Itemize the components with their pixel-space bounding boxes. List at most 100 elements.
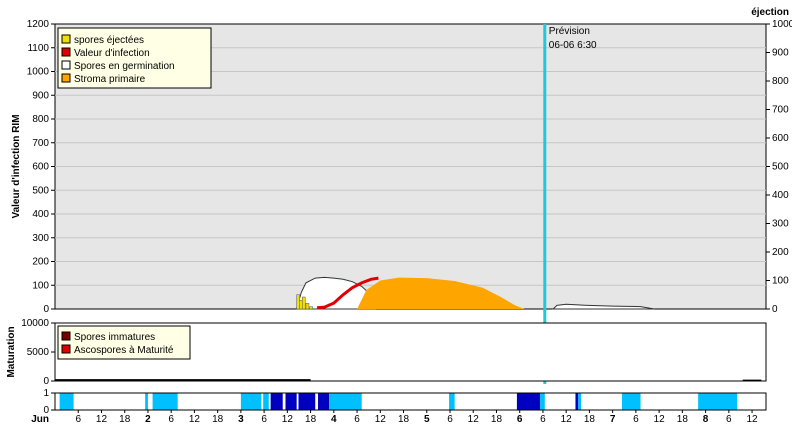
wetness-segment: [270, 393, 283, 410]
wetness-segment: [698, 393, 738, 410]
y-tick-label: 500: [32, 185, 49, 196]
x-tick-label: 18: [212, 414, 224, 424]
x-tick-label: 18: [119, 414, 131, 424]
y-right-tick-label: 900: [772, 48, 789, 59]
legend-swatch: [61, 47, 71, 57]
y-axis-label: Valeur d'infection RIM: [11, 114, 22, 218]
x-tick-label: 12: [375, 414, 387, 424]
legend-label: Valeur d'infection: [74, 48, 150, 59]
wetness-segment: [263, 393, 269, 410]
wetness-segment: [298, 393, 316, 410]
spore-ejection-bar: [301, 296, 306, 310]
y-right-tick-label: 600: [772, 133, 789, 144]
y-tick-label: 700: [32, 138, 49, 149]
x-tick-label: 18: [491, 414, 503, 424]
wetness-segment: [318, 393, 330, 410]
y-tick-label: 600: [32, 162, 49, 173]
x-tick-label: 12: [468, 414, 480, 424]
legend-label: Ascospores à Maturité: [74, 345, 174, 356]
maturation-y-tick-label: 5000: [27, 347, 50, 358]
wetness-segment: [285, 393, 297, 410]
legend-swatch: [61, 331, 71, 341]
wetness-segment: [152, 393, 178, 410]
y-right-tick-label: 200: [772, 247, 789, 258]
maturation-y-tick-label: 0: [43, 376, 49, 387]
bar-y-tick-label: 0: [43, 405, 49, 416]
x-tick-label: 12: [561, 414, 573, 424]
x-tick-label: 6: [517, 414, 523, 424]
series-spores-en-germination-2: [551, 303, 655, 310]
y-right-tick-label: 1000: [772, 19, 792, 30]
maturation-axis-label: Maturation: [6, 326, 17, 377]
x-tick-label: 6: [726, 414, 732, 424]
y-tick-label: 1000: [27, 67, 50, 78]
forecast-label: Prévision: [549, 26, 590, 37]
x-tick-label: 3: [238, 414, 244, 424]
y-right-axis-label: éjection: [751, 7, 789, 18]
y-tick-label: 300: [32, 233, 49, 244]
legend-label: Stroma primaire: [74, 74, 146, 85]
maturation-y-tick-label: 10000: [21, 318, 49, 329]
x-tick-label: 18: [398, 414, 410, 424]
main-legend: [57, 27, 212, 89]
y-right-tick-label: 700: [772, 105, 789, 116]
wetness-segment: [329, 393, 362, 410]
series-stroma-primaire: [357, 277, 525, 309]
y-right-tick-label: 500: [772, 162, 789, 173]
series-valeur-d-infection: [316, 276, 379, 310]
y-tick-label: 900: [32, 90, 49, 101]
legend-swatch: [61, 34, 71, 44]
y-tick-label: 1200: [27, 19, 50, 30]
x-tick-label: 6: [633, 414, 639, 424]
x-tick-label: 6: [540, 414, 546, 424]
x-tick-label: 6: [261, 414, 267, 424]
wetness-segment: [59, 393, 74, 410]
wetness-segment: [578, 393, 582, 410]
x-tick-label: 6: [354, 414, 360, 424]
x-tick-label: 12: [746, 414, 758, 424]
wetness-segment: [575, 393, 579, 410]
maturation-legend: [57, 325, 191, 360]
bar-y-tick-label: 1: [43, 388, 49, 399]
x-tick-label: 2: [145, 414, 151, 424]
legend-swatch: [61, 344, 71, 354]
x-tick-label: 8: [703, 414, 709, 424]
wetness-segment: [449, 393, 455, 410]
y-right-tick-label: 300: [772, 219, 789, 230]
wetness-segment: [516, 393, 541, 410]
x-tick-label: 12: [654, 414, 666, 424]
y-tick-label: 1100: [27, 43, 49, 54]
x-tick-label: 7: [610, 414, 616, 424]
legend-swatch: [61, 60, 71, 70]
wetness-segment: [240, 393, 262, 410]
y-tick-label: 0: [43, 304, 49, 315]
wetness-segment: [621, 393, 641, 410]
spore-ejection-bar: [305, 303, 310, 310]
y-tick-label: 800: [32, 114, 49, 125]
x-tick-label: 18: [677, 414, 689, 424]
legend-label: spores éjectées: [74, 35, 144, 46]
x-month-label: Jun: [31, 414, 49, 424]
legend-label: Spores en germination: [74, 61, 175, 72]
y-tick-label: 200: [32, 257, 49, 268]
y-tick-label: 100: [32, 280, 49, 291]
y-right-tick-label: 400: [772, 190, 789, 201]
x-tick-label: 18: [305, 414, 317, 424]
y-tick-label: 400: [32, 209, 49, 220]
spore-ejection-bar: [309, 306, 313, 310]
forecast-datetime: 06-06 6:30: [549, 40, 597, 51]
y-right-tick-label: 0: [772, 304, 778, 315]
y-right-tick-label: 800: [772, 76, 789, 87]
wetness-segment: [540, 393, 545, 410]
x-tick-label: 6: [447, 414, 453, 424]
x-tick-label: 4: [331, 414, 337, 424]
x-tick-label: 12: [189, 414, 201, 424]
legend-label: Spores immatures: [74, 332, 155, 343]
x-tick-label: 12: [282, 414, 294, 424]
legend-swatch: [61, 73, 71, 83]
x-tick-label: 18: [584, 414, 596, 424]
x-tick-label: 12: [96, 414, 108, 424]
x-tick-label: 5: [424, 414, 430, 424]
x-tick-label: 6: [168, 414, 174, 424]
